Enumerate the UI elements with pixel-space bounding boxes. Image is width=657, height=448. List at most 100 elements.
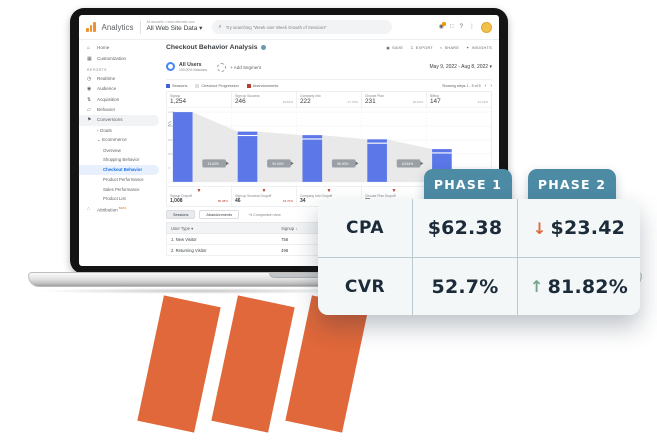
sidebar-item-attribution[interactable]: ∴ AttributionBETA [79,204,159,215]
table-tabs: Sessions Abandonments % Comparison view [166,210,492,219]
sidebar-item-label: AttributionBETA [97,205,127,213]
sidebar-item-product-performance[interactable]: Product Performance [79,175,159,185]
account-breadcrumb: All accounts > www.demosite.com [146,20,195,25]
arrow-up-icon: ↑ [530,277,544,296]
report-actions: ▣ SAVE ↧ EXPORT < SHARE ✦ INSIGHTS [386,45,492,51]
share-icon: < [440,45,443,50]
report-info-icon[interactable] [260,45,266,50]
segment-detail: 100.00% Sessions [179,68,208,73]
sidebar-item-realtime[interactable]: ◷ Realtime [79,74,159,84]
legend-label: Checkout Progression [201,83,239,88]
conversions-icon: ⚑ [87,117,92,124]
funnel-chart: 1,200 900 600 300 0 19.62% 90.24% 96.40% 63.64% [167,107,491,186]
sidebar-item-label: Conversions [97,117,123,123]
dropoff-arrow-icon: ▼ [196,188,202,194]
help-icon[interactable]: ? [459,24,463,30]
step-pct: 18.42% [412,100,424,104]
share-button[interactable]: < SHARE [440,45,459,50]
action-label: EXPORT [415,45,434,50]
cell-user-type: 2. Returning Visitor [171,247,207,253]
sidebar-item-label: Product List [103,196,126,202]
next-page-button[interactable]: › [490,82,492,89]
sidebar-item-customization[interactable]: ▦ Customization [79,53,159,63]
step-value: 246 [235,98,246,105]
svg-text:900: 900 [168,124,173,128]
behavior-icon: ▱ [87,107,91,114]
sidebar-item-label: › Goals [97,127,112,133]
dropoff-pct: 18.70% [282,199,293,203]
table-column-header[interactable]: User Type ▾ [171,225,194,231]
add-segment-icon [217,62,227,72]
action-label: SHARE [444,45,460,50]
insights-button[interactable]: ✦ INSIGHTS [466,45,492,51]
export-button[interactable]: ↧ EXPORT [410,45,434,51]
sidebar-item-label: Acquisition [97,96,120,102]
date-range-picker[interactable]: May 9, 2022 - Aug 8, 2022 ▾ [429,64,492,70]
legend-item: Sessions [166,83,187,88]
table-tab-abandonments[interactable]: Abandonments [199,210,239,219]
sidebar-item-conversions[interactable]: ⚑ Conversions [79,115,159,126]
page-title: Checkout Behavior Analysis [166,44,258,51]
sidebar-item-acquisition[interactable]: ⇅ Acquisition [79,95,159,105]
apps-grid-icon[interactable]: ∷ [449,24,454,30]
attribution-icon: ∴ [87,205,91,212]
funnel-step-header: Choose Plan 231 18.42% [361,92,426,107]
sidebar-item-label: Audience [97,86,117,92]
dropoff-arrow-icon: ▼ [261,188,267,194]
cell-signup: 756 [281,236,289,242]
step-value: 147 [430,98,441,105]
sidebar-item--goals[interactable]: › Goals [79,126,159,135]
legend-label: Abandonments [252,83,279,88]
decor-stripe-1 [137,295,221,433]
decor-stripe-3 [285,295,369,433]
sidebar-item-product-list[interactable]: Product List [79,194,159,204]
action-label: SAVE [392,45,404,50]
svg-text:90.24%: 90.24% [272,162,283,166]
sidebar-item-audience[interactable]: ◉ Audience [79,84,159,94]
sidebar-item-checkout-behavior[interactable]: Checkout Behavior [79,164,159,175]
search-input[interactable]: ⌕ Try searching "Week over Week Growth o… [212,20,393,34]
step-value: 1,254 [170,98,186,105]
sidebar-item--ecommerce[interactable]: ⌄ Ecommerce [79,135,159,145]
svg-text:96.40%: 96.40% [337,162,348,166]
table-column-header[interactable]: Signup ↓ [281,225,298,231]
sidebar-item-label: Checkout Behavior [103,167,143,173]
dropoff-value: 34 [300,198,306,204]
prev-page-button[interactable]: ‹ [484,82,487,89]
dropoff-arrow-icon: ▼ [391,188,397,194]
sidebar-item-sales-performance[interactable]: Sales Performance [79,184,159,194]
chevron-down-icon: ▾ [489,64,492,70]
save-button[interactable]: ▣ SAVE [386,45,404,51]
add-segment-button[interactable]: + Add Segment [217,62,261,72]
funnel-step-header: Company Info 222 17.70% [296,92,361,107]
divider [139,20,141,34]
sidebar-item-overview[interactable]: Overview [79,145,159,155]
notifications-icon[interactable]: ◉ [438,22,446,30]
export-icon: ↧ [410,46,414,50]
home-icon: ⌂ [87,45,91,52]
chevron-down-icon: ▾ [199,25,203,33]
svg-text:0: 0 [168,166,170,170]
sidebar-item-home[interactable]: ⌂ Home [79,43,159,53]
segment-ring-icon [166,62,175,72]
sidebar-item-label: Home [97,45,110,51]
sidebar-item-behavior[interactable]: ▱ Behavior [79,105,159,115]
legend-swatch [166,83,170,88]
table-tab-sessions[interactable]: Sessions [166,210,196,219]
metric-label-cpa: CPA [345,218,385,238]
add-segment-label: + Add Segment [230,64,261,70]
avatar[interactable] [481,21,492,33]
more-vertical-icon[interactable]: ⋮ [469,24,475,30]
topbar-icons: ◉ ∷? ⋮ [438,22,475,30]
sidebar-item-shopping-behavior[interactable]: Shopping Behavior [79,155,159,165]
notification-badge [442,22,446,26]
sidebar-item-label: Product Performance [103,176,144,182]
sidebar-item-label: Customization [97,55,127,61]
cell-signup: 498 [281,247,289,253]
account-selector[interactable]: All accounts > www.demosite.com All Web … [147,21,203,32]
laptop-notch [269,273,345,278]
step-pct: 17.70% [347,100,359,104]
sidebar-item-label: Sales Performance [103,186,140,192]
segment-all-users[interactable]: All Users 100.00% Sessions [166,62,207,72]
analytics-logo-text: Analytics [101,22,134,32]
